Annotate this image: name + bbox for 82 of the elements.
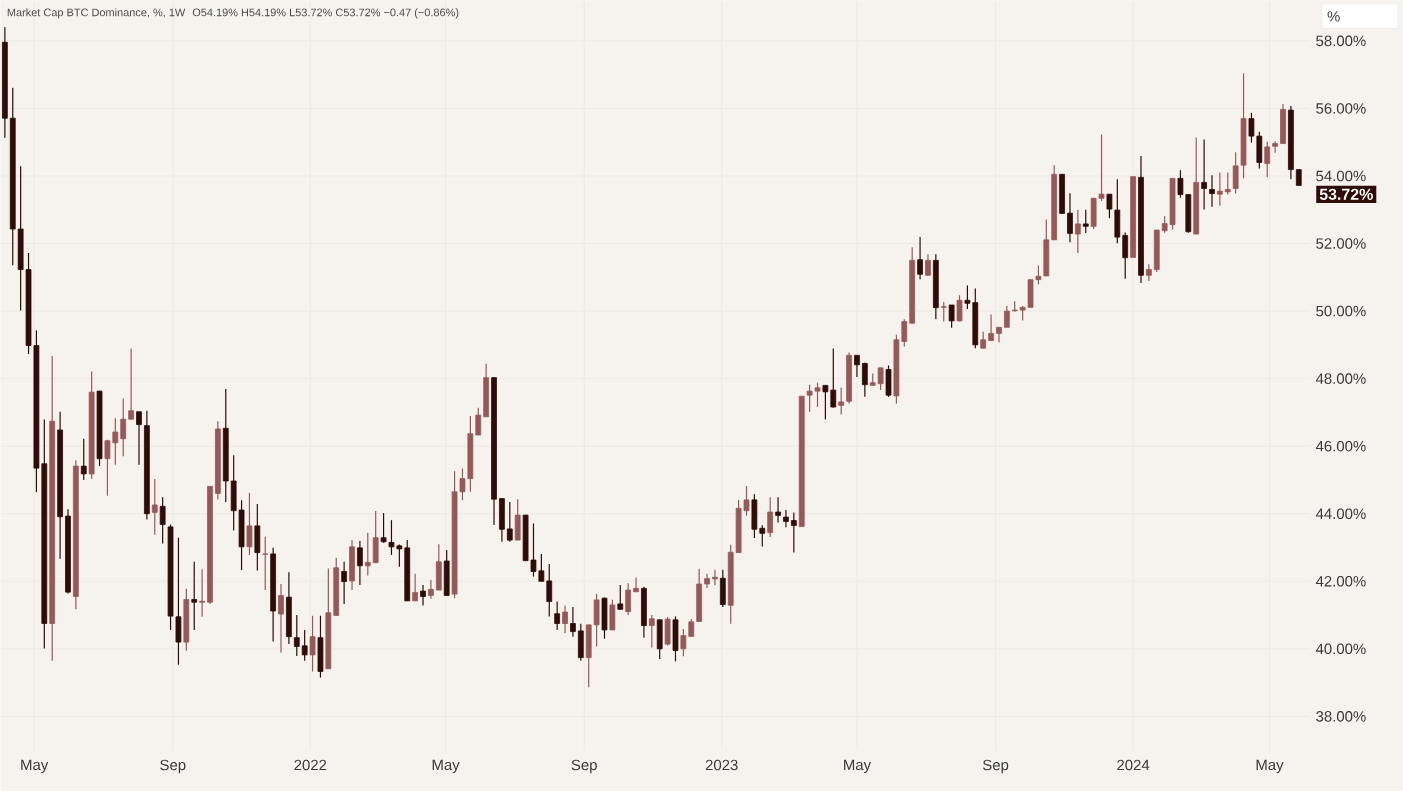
- candlestick: [1122, 231, 1129, 280]
- candlestick: [917, 236, 923, 280]
- x-tick-label: Sep: [982, 759, 1009, 774]
- x-tick-label: May: [432, 759, 460, 773]
- x-tick-label: 2022: [294, 759, 327, 771]
- x-tick-label: 2023: [705, 759, 738, 771]
- candlestick: [364, 531, 371, 577]
- candlestick: [633, 576, 639, 593]
- candlestick: [301, 629, 308, 662]
- candlestick: [1074, 209, 1081, 254]
- y-tick-label: 42.00%: [1315, 575, 1366, 587]
- candlestick: [625, 582, 632, 616]
- candlestick: [546, 563, 553, 617]
- candlestick: [775, 496, 781, 524]
- candlestick: [341, 561, 347, 605]
- candlestick: [246, 492, 253, 556]
- y-tick-label: 58.00%: [1316, 35, 1366, 47]
- x-tick-label: Sep: [160, 759, 186, 774]
- candlestick: [562, 604, 568, 634]
- candlestick: [861, 362, 868, 398]
- candlestick: [199, 568, 205, 618]
- y-tick-label: 52.00%: [1316, 238, 1366, 249]
- candlestick: [1082, 209, 1089, 234]
- y-tick-label: 38.00%: [1316, 711, 1366, 722]
- candlestick: [1209, 174, 1215, 208]
- candlestick: [1272, 140, 1278, 154]
- candlestick: [1224, 171, 1231, 196]
- text: Market Cap BTC Dominance, %, 1W: [7, 8, 186, 19]
- candlestick: [854, 354, 860, 378]
- candlestick: [940, 301, 947, 323]
- y-tick-label: 46.00%: [1315, 440, 1366, 452]
- x-tick-label: May: [21, 759, 49, 773]
- candlestick: [278, 583, 284, 654]
- candlestick: [712, 569, 718, 586]
- candlestick: [767, 496, 774, 538]
- candlestick: [790, 511, 797, 554]
- candlestick: [925, 253, 931, 276]
- annotation: 53.72%: [1319, 188, 1373, 200]
- y-tick-label: 50.00%: [1316, 305, 1366, 317]
- candlestick: [1067, 192, 1073, 243]
- candlestick: [191, 561, 198, 631]
- candlestick: [357, 540, 363, 586]
- candlestick: [80, 438, 87, 481]
- candlestick: [506, 501, 513, 543]
- candlestick: [838, 387, 845, 415]
- candlestick: [309, 615, 316, 672]
- candlestick: [428, 579, 434, 600]
- candlestick: [1145, 263, 1152, 282]
- y-tick-label: 44.00%: [1315, 508, 1366, 519]
- text: O54.19% H54.19% L53.72% C53.72% −0.47 (−0.86%): [192, 8, 459, 19]
- x-tick-label: May: [1256, 759, 1284, 773]
- candlestick: [783, 509, 789, 528]
- candlestick: [262, 536, 269, 591]
- y-tick-label: 48.00%: [1315, 373, 1366, 384]
- candlestick: [554, 600, 561, 631]
- y-tick-label: 56.00%: [1316, 103, 1366, 114]
- candlestick: [570, 606, 576, 638]
- candlestick: [136, 411, 142, 466]
- candlestick: [1003, 305, 1010, 328]
- candlestick: [948, 304, 955, 329]
- candlestick: [380, 512, 387, 544]
- candlestick: [293, 614, 300, 657]
- y-tick-label: 54.00%: [1316, 170, 1366, 182]
- y-axis-title: %: [1327, 11, 1340, 22]
- candlestick: [159, 496, 166, 544]
- candlestick: [1264, 141, 1271, 178]
- candlestick: [120, 397, 127, 457]
- candlestick: [475, 407, 482, 436]
- candlestick: [648, 614, 655, 649]
- candlestick: [412, 573, 419, 602]
- candlestick: [956, 294, 963, 323]
- candlestick: [1201, 138, 1207, 210]
- candlestick: [617, 584, 624, 610]
- candlestick: [128, 347, 134, 421]
- x-tick-label: 2024: [1117, 759, 1150, 771]
- candlestick: [1217, 171, 1223, 207]
- y-tick-label: 40.00%: [1315, 643, 1366, 655]
- x-tick-label: May: [844, 759, 872, 773]
- candlestick: [988, 313, 994, 341]
- x-tick-label: Sep: [571, 759, 597, 774]
- candlestick: [420, 584, 426, 607]
- candlestick: [151, 478, 158, 536]
